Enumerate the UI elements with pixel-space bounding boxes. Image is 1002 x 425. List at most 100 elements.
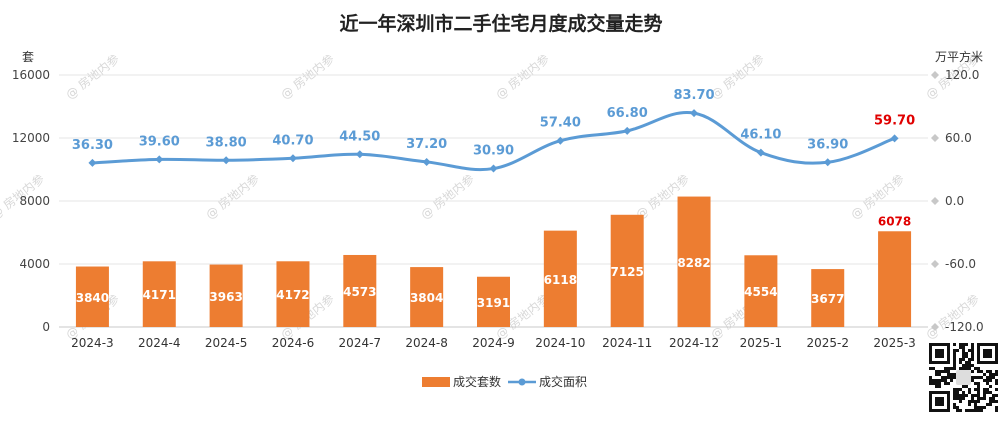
qr-module xyxy=(959,361,962,364)
qr-module xyxy=(959,346,962,349)
qr-module xyxy=(989,397,992,400)
x-tick-label: 2024-4 xyxy=(138,336,181,350)
watermark-text: @ 房地内参 xyxy=(202,171,262,222)
left-tick-label: 4000 xyxy=(19,257,50,271)
bar-data-label: 4573 xyxy=(343,285,376,299)
qr-module xyxy=(956,391,959,394)
right-tick-marker xyxy=(931,323,939,331)
qr-module xyxy=(974,403,977,406)
qr-module xyxy=(983,397,986,400)
qr-module xyxy=(962,346,965,349)
bar xyxy=(477,276,510,327)
bar-data-label: 4171 xyxy=(143,288,176,302)
right-tick-label: -120.0 xyxy=(945,320,984,334)
watermark-text: @ 房地内参 xyxy=(417,171,477,222)
qr-module xyxy=(995,406,998,409)
right-tick-marker xyxy=(931,134,939,142)
qr-module xyxy=(953,406,956,409)
qr-module xyxy=(983,379,986,382)
qr-module xyxy=(980,397,983,400)
line-data-label: 59.70 xyxy=(874,113,915,128)
legend-line-label: 成交面积 xyxy=(539,374,587,389)
line-point xyxy=(823,158,832,167)
bar-data-label: 3677 xyxy=(811,292,844,306)
bar-data-label: 7125 xyxy=(610,265,643,279)
bar-data-label: 4554 xyxy=(744,285,777,299)
qr-module xyxy=(947,376,950,379)
qr-module xyxy=(953,352,956,355)
watermark-text: @ 房地内参 xyxy=(62,51,122,102)
line-point xyxy=(88,158,97,167)
line-data-label: 39.60 xyxy=(139,134,180,149)
left-tick-label: 12000 xyxy=(12,131,50,145)
chart-title: 近一年深圳市二手住宅月度成交量走势 xyxy=(339,12,662,35)
qr-module xyxy=(953,367,956,370)
qr-module xyxy=(953,388,956,391)
qr-module xyxy=(992,397,995,400)
qr-module xyxy=(962,358,965,361)
line-layer: 36.30 39.60 38.80 40.70 44.50 37.20 30.90 57.40… xyxy=(72,88,915,173)
qr-module xyxy=(935,379,938,382)
qr-module xyxy=(947,367,950,370)
legend-bar-label: 成交套数 xyxy=(453,374,501,389)
qr-module xyxy=(977,406,980,409)
qr-module xyxy=(968,409,971,412)
qr-module xyxy=(971,364,974,367)
qr-module xyxy=(965,367,968,370)
qr-module xyxy=(938,385,941,388)
left-axis-ticks: 0 4000 8000 12000 16000 xyxy=(12,68,50,334)
qr-module xyxy=(965,364,968,367)
right-axis-ticks: -120.0 -60.0 0.0 60.0 120.0 xyxy=(931,68,984,334)
qr-module xyxy=(941,376,944,379)
qr-module xyxy=(989,391,992,394)
qr-module xyxy=(953,373,956,376)
qr-module xyxy=(968,388,971,391)
bar xyxy=(811,269,845,327)
qr-module xyxy=(932,382,935,385)
qr-module xyxy=(995,394,998,397)
qr-center-logo xyxy=(956,370,971,385)
bar-data-label: 6118 xyxy=(544,273,577,287)
bar xyxy=(410,267,444,327)
qr-module xyxy=(962,355,965,358)
qr-module xyxy=(971,409,974,412)
qr-module xyxy=(971,379,974,382)
qr-module xyxy=(977,400,980,403)
qr-module xyxy=(944,370,947,373)
qr-module xyxy=(971,355,974,358)
bar-data-label: 3963 xyxy=(209,290,242,304)
left-tick-label: 16000 xyxy=(12,68,50,82)
watermark-text: @ 房地内参 xyxy=(922,291,982,342)
x-tick-label: 2024-10 xyxy=(535,336,585,350)
qr-module xyxy=(959,400,962,403)
x-tick-label: 2024-8 xyxy=(405,336,448,350)
line-point xyxy=(556,136,565,145)
qr-module xyxy=(929,367,932,370)
qr-module xyxy=(956,409,959,412)
qr-module xyxy=(965,409,968,412)
qr-module xyxy=(995,370,998,373)
legend: 成交套数 成交面积 xyxy=(422,374,587,389)
bar-data-label: 8282 xyxy=(677,256,710,270)
qr-module xyxy=(953,376,956,379)
x-tick-label: 2024-9 xyxy=(472,336,515,350)
line-data-label: 40.70 xyxy=(272,133,313,148)
qr-module xyxy=(974,376,977,379)
x-tick-label: 2024-12 xyxy=(669,336,719,350)
qr-module xyxy=(959,397,962,400)
qr-module xyxy=(947,370,950,373)
qr-module xyxy=(968,358,971,361)
qr-module xyxy=(935,370,938,373)
watermark-text: @ 房地内参 xyxy=(707,51,767,102)
qr-module xyxy=(980,376,983,379)
qr-module xyxy=(959,343,962,346)
qr-module xyxy=(968,391,971,394)
line-point xyxy=(623,126,632,135)
bars-layer: 3840 4171 3963 4172 4573 3804 3191 6118 7125 8282… xyxy=(76,196,911,327)
qr-module xyxy=(971,397,974,400)
qr-module xyxy=(965,385,968,388)
qr-module xyxy=(989,373,992,376)
x-tick-label: 2024-7 xyxy=(339,336,382,350)
x-tick-label: 2025-3 xyxy=(873,336,916,350)
qr-module xyxy=(938,379,941,382)
